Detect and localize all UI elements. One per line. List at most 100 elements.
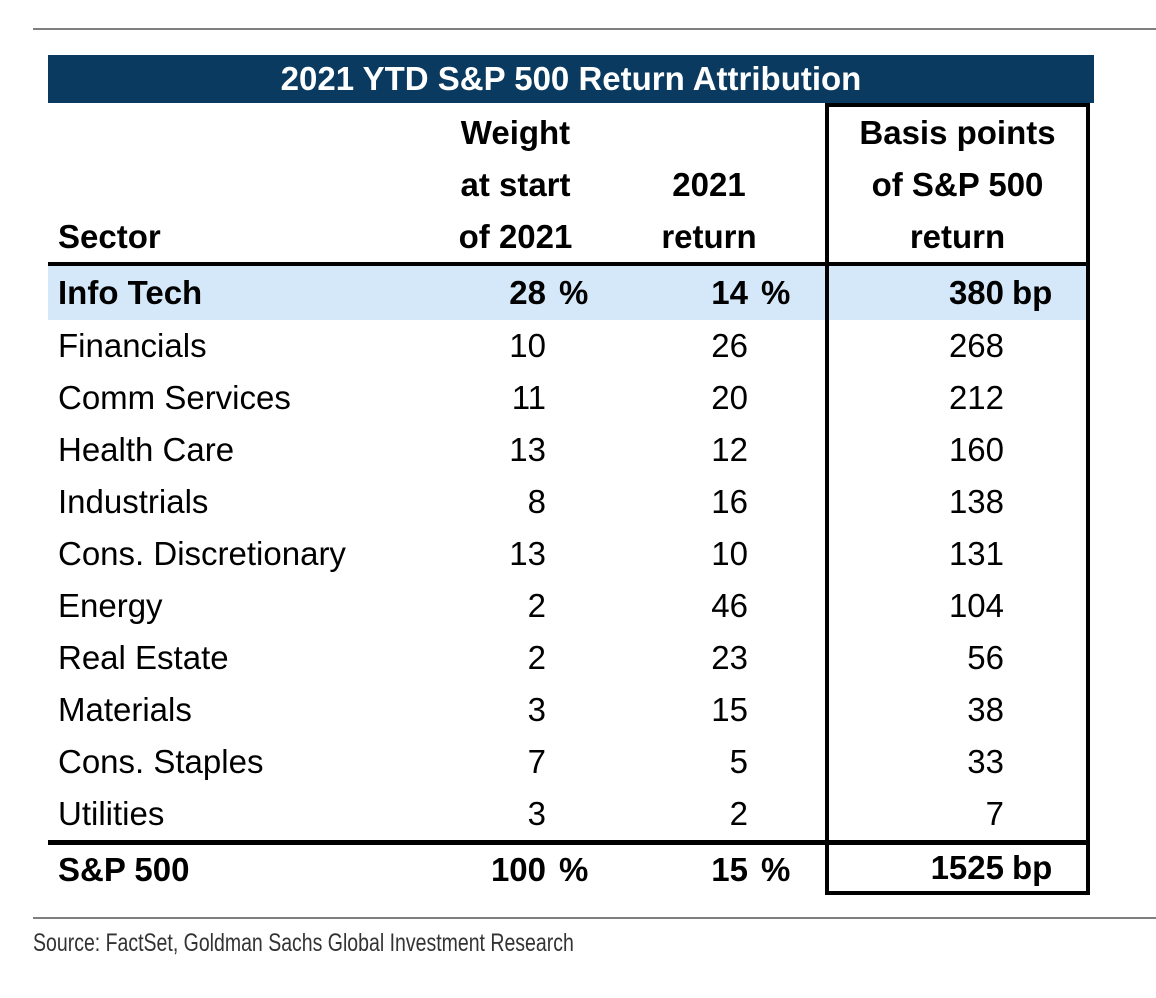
weight-value-cell: 2 (527, 587, 546, 624)
source-note: Source: FactSet, Goldman Sachs Global In… (33, 929, 574, 957)
return-value-cell: 23 (711, 639, 748, 676)
col-header-sector-label: Sector (58, 218, 161, 255)
return-unit-cell (748, 788, 795, 840)
bp-value: 160 (948, 431, 1004, 468)
total-weight-unit-cell: % (559, 851, 589, 888)
col-header-return-line: return (661, 218, 757, 255)
return-unit-cell (748, 320, 795, 372)
sector-cell: Energy (58, 587, 163, 624)
bp-value: 7 (985, 795, 1004, 832)
weight-value-cell: 3 (527, 691, 546, 728)
table-body: Info Tech 28% 14% 380 bp Financials 10 26 268 Com… (48, 266, 1090, 840)
sector-cell: Cons. Staples (58, 743, 264, 780)
spacer-cell (795, 684, 825, 736)
bp-value: 56 (967, 639, 1004, 676)
weight-unit-cell (546, 476, 593, 528)
table-row: Industrials 8 16 138 (48, 476, 1090, 528)
spacer-cell (795, 736, 825, 788)
table-row: Info Tech 28% 14% 380 bp (48, 266, 1090, 320)
bp-value: 33 (967, 743, 1004, 780)
total-row: S&P 500 100 % 15 % 1525 bp (48, 840, 1090, 895)
weight-value-cell: 10 (509, 327, 546, 364)
return-value-cell: 5 (729, 743, 748, 780)
bp-unit: bp (1012, 274, 1053, 311)
sector-cell: Industrials (58, 483, 209, 520)
weight-unit-cell (546, 788, 593, 840)
bp-value: 268 (948, 327, 1004, 364)
col-header-return-line: 2021 (672, 166, 746, 203)
total-weight-value-cell: 100 (490, 851, 546, 888)
bp-cell: 268 (825, 320, 1090, 372)
sector-cell: Health Care (58, 431, 235, 468)
total-return-unit-cell: % (761, 851, 791, 888)
weight-value-cell: 28 (509, 274, 546, 311)
bp-cell: 138 (825, 476, 1090, 528)
bp-cell: 38 (825, 684, 1090, 736)
table-row: Health Care 13 12 160 (48, 424, 1090, 476)
weight-unit-cell (546, 320, 593, 372)
col-header-sector: Sector (48, 103, 438, 265)
col-header-basis-points: Basis points of S&P 500 return (825, 103, 1090, 265)
bp-value: 131 (948, 535, 1004, 572)
spacer-cell (795, 528, 825, 580)
weight-unit-cell: % (559, 274, 589, 311)
total-bp-unit: bp (1012, 849, 1053, 886)
sector-cell: Info Tech (58, 274, 203, 311)
bp-cell: 380 bp (825, 266, 1090, 320)
return-unit-cell (748, 372, 795, 424)
bottom-divider-line (33, 917, 1156, 919)
top-divider-line (33, 28, 1156, 30)
table-row: Utilities 3 2 7 (48, 788, 1090, 840)
table-row: Cons. Staples 7 5 33 (48, 736, 1090, 788)
bp-cell: 160 (825, 424, 1090, 476)
return-value-cell: 26 (711, 327, 748, 364)
col-header-bp-line: return (909, 218, 1006, 255)
bp-value: 104 (948, 587, 1004, 624)
table-row: Financials 10 26 268 (48, 320, 1090, 372)
spacer-cell (795, 424, 825, 476)
total-bp-value: 1525 (930, 849, 1004, 886)
table-row: Energy 2 46 104 (48, 580, 1090, 632)
weight-unit-cell (546, 528, 593, 580)
exhibit-title: 2021 YTD S&P 500 Return Attribution (48, 55, 1094, 103)
sector-cell: Utilities (58, 795, 165, 832)
total-bp-cell: 1525 bp (825, 845, 1090, 895)
col-header-weight-line: at start (460, 166, 571, 203)
col-header-weight-line: of 2021 (458, 218, 573, 255)
weight-value-cell: 3 (527, 795, 546, 832)
return-value-cell: 2 (729, 795, 748, 832)
spacer-cell (795, 580, 825, 632)
sector-cell: Financials (58, 327, 207, 364)
bp-cell: 7 (825, 788, 1090, 840)
weight-value-cell: 8 (527, 483, 546, 520)
sector-cell: Materials (58, 691, 192, 728)
return-value-cell: 15 (711, 691, 748, 728)
spacer-cell (795, 476, 825, 528)
return-value-cell: 14 (711, 274, 748, 311)
spacer-cell (795, 632, 825, 684)
bp-cell: 212 (825, 372, 1090, 424)
weight-unit-cell (546, 424, 593, 476)
bp-value: 138 (948, 483, 1004, 520)
total-return-value-cell: 15 (711, 851, 748, 888)
bp-cell: 56 (825, 632, 1090, 684)
return-value-cell: 46 (711, 587, 748, 624)
spacer-cell (795, 266, 825, 320)
col-header-bp-line: of S&P 500 (871, 166, 1044, 203)
return-unit-cell (748, 632, 795, 684)
bp-value: 380 (948, 274, 1004, 311)
return-value-cell: 12 (711, 431, 748, 468)
return-unit-cell (748, 528, 795, 580)
return-value-cell: 16 (711, 483, 748, 520)
return-unit-cell (748, 736, 795, 788)
return-unit-cell (748, 580, 795, 632)
attribution-table: Sector Weight at start of 2021 2021 retu… (48, 103, 1090, 895)
weight-value-cell: 13 (509, 535, 546, 572)
sector-cell: Comm Services (58, 379, 291, 416)
weight-unit-cell (546, 580, 593, 632)
bp-value: 212 (948, 379, 1004, 416)
return-unit-cell (748, 424, 795, 476)
table-row: Real Estate 2 23 56 (48, 632, 1090, 684)
total-sector-cell: S&P 500 (58, 851, 190, 888)
col-header-bp-line: Basis points (859, 114, 1056, 151)
